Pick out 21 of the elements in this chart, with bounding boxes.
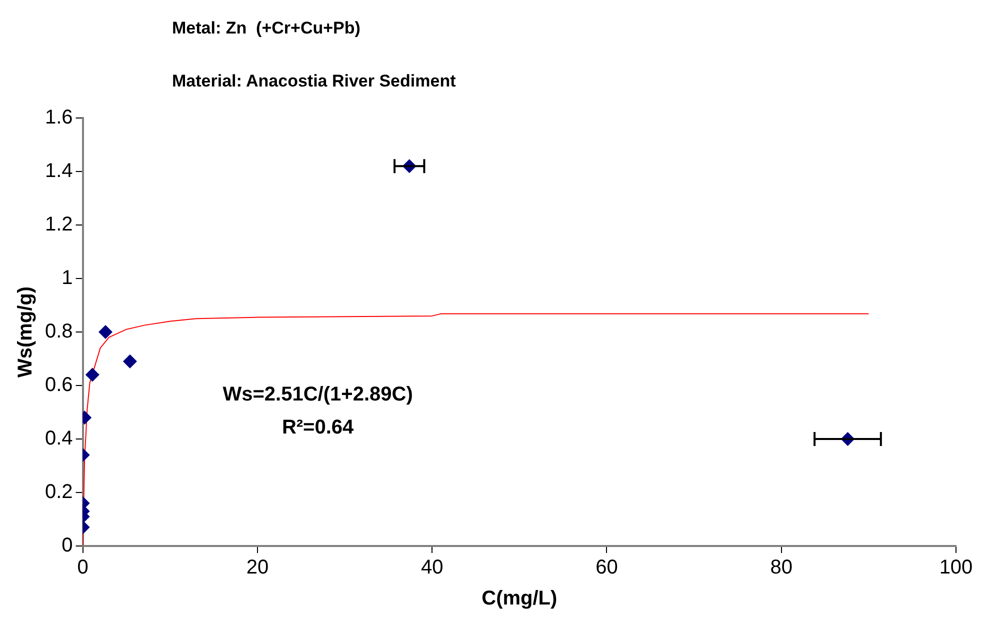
- y-tick-label: 1: [62, 267, 73, 290]
- chart-title: Metal: Zn (+Cr+Cu+Pb): [172, 18, 360, 38]
- x-tick-label: 20: [246, 556, 269, 579]
- y-tick-label: 1.6: [44, 106, 73, 129]
- x-axis-title: C(mg/L): [482, 588, 558, 610]
- y-axis-title: Ws(mg/g): [14, 286, 37, 378]
- y-tick-label: 0.8: [44, 320, 73, 343]
- annotation: R²=0.64: [282, 416, 355, 439]
- annotation: Ws=2.51C/(1+2.89C): [222, 384, 413, 406]
- x-tick-label: 60: [596, 556, 618, 579]
- chart-subtitle: Material: Anacostia River Sediment: [172, 72, 456, 91]
- x-tick-label: 100: [939, 556, 973, 579]
- y-tick-label: 0.2: [44, 481, 73, 504]
- x-tick-label: 80: [770, 556, 792, 579]
- x-tick-label: 40: [420, 556, 444, 579]
- y-tick-label: 1.4: [44, 160, 73, 182]
- y-tick-label: 0: [62, 534, 73, 557]
- x-tick-label: 0: [77, 556, 88, 579]
- y-tick-label: 1.2: [44, 214, 73, 236]
- y-tick-label: 0.4: [44, 428, 73, 450]
- y-tick-label: 0.6: [44, 374, 73, 396]
